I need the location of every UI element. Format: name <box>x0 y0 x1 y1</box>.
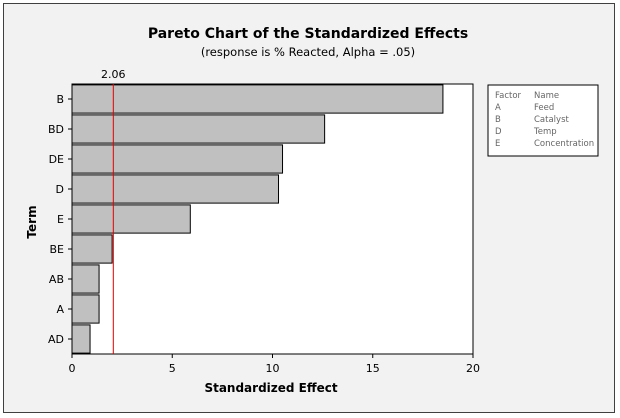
y-tick-label: A <box>56 303 64 316</box>
legend-factor: B <box>495 115 501 125</box>
x-axis-title: Standardized Effect <box>204 381 337 395</box>
chart-subtitle: (response is % Reacted, Alpha = .05) <box>201 45 415 59</box>
x-tick-label: 0 <box>69 362 76 375</box>
bar-ab <box>71 264 100 294</box>
x-ticks-layer: 0 5 10 15 20 <box>69 354 480 375</box>
y-tick-label: AD <box>48 333 64 346</box>
y-tick-label: BE <box>50 243 65 256</box>
legend-name: Catalyst <box>534 115 570 125</box>
bar-a <box>71 294 100 324</box>
bar-bd <box>71 114 326 144</box>
legend-header-factor: Factor <box>495 91 522 101</box>
bars-layer <box>71 84 444 354</box>
reference-line-label: 2.06 <box>101 68 126 81</box>
x-tick-label: 20 <box>466 362 480 375</box>
bar-be <box>71 234 113 264</box>
chart-title: Pareto Chart of the Standardized Effects <box>148 26 468 42</box>
x-tick-label: 5 <box>169 362 176 375</box>
bar-ad <box>71 324 91 354</box>
legend-factor: E <box>495 139 500 149</box>
bar-b <box>71 84 444 114</box>
bar-de <box>71 144 284 174</box>
y-tick-label: E <box>57 213 64 226</box>
y-tick-label: B <box>56 93 64 106</box>
legend-name: Temp <box>533 127 557 137</box>
y-tick-label: BD <box>48 123 64 136</box>
bar-d <box>71 174 280 204</box>
legend-header-name: Name <box>534 91 559 101</box>
legend-name: Concentration <box>534 139 594 149</box>
legend-factor: A <box>495 103 501 113</box>
x-tick-label: 15 <box>366 362 380 375</box>
y-axis-title: Term <box>25 205 39 238</box>
legend-factor: D <box>495 127 502 137</box>
bar-e <box>71 204 191 234</box>
y-tick-label: AB <box>49 273 64 286</box>
legend-box <box>487 84 599 157</box>
y-tick-label: DE <box>49 153 64 166</box>
legend-name: Feed <box>534 103 554 113</box>
legend: Factor Name A Feed B Catalyst D Temp E Concentr… <box>487 84 599 157</box>
legend-rows: A Feed B Catalyst D Temp E Concentration <box>495 103 594 149</box>
y-tick-label: D <box>56 183 64 196</box>
x-tick-label: 10 <box>266 362 280 375</box>
